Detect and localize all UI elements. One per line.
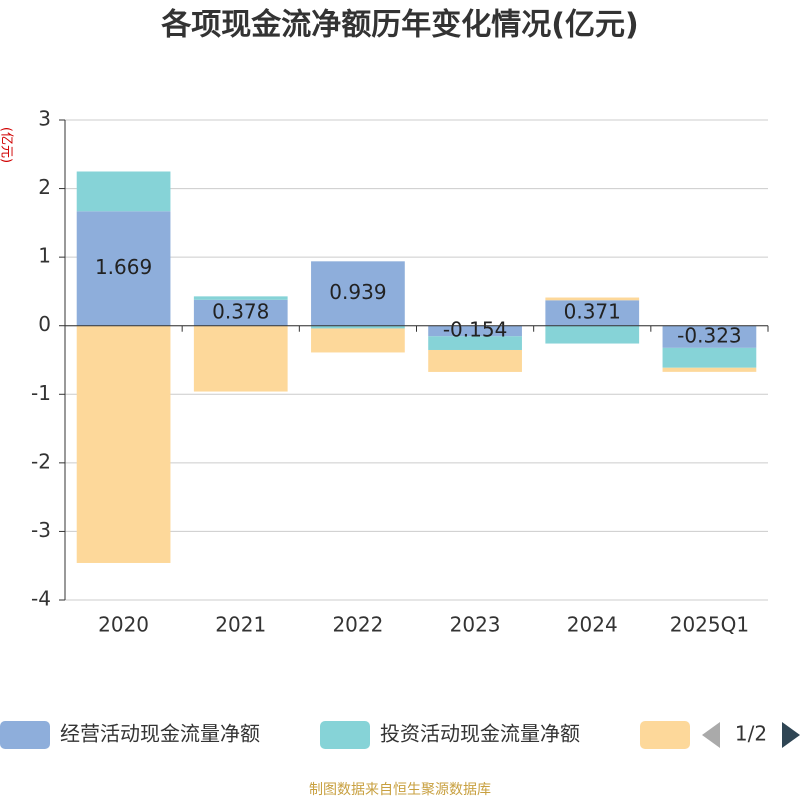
data-label: 0.378 <box>212 299 269 323</box>
chart-title: 各项现金流净额历年变化情况(亿元) <box>160 8 638 43</box>
data-label: 0.371 <box>564 299 621 323</box>
data-label: -0.323 <box>677 323 741 347</box>
legend-swatch <box>320 721 370 749</box>
bar <box>311 325 405 329</box>
y-tick-label: 2 <box>38 175 51 199</box>
x-tick-label: 2020 <box>98 613 149 637</box>
y-tick-label: -1 <box>31 381 51 405</box>
bar <box>545 325 640 344</box>
bar <box>193 296 288 300</box>
data-label: -0.154 <box>443 317 507 341</box>
y-tick-label: 0 <box>38 312 51 336</box>
x-tick-label: 2022 <box>332 613 383 637</box>
bar <box>428 325 522 337</box>
source: 制图数据来自恒生聚源数据库 <box>309 782 491 798</box>
y-axis-label: (亿元) <box>0 127 14 163</box>
legend-swatch <box>640 721 690 749</box>
legend-next <box>782 722 800 748</box>
bar <box>76 211 171 326</box>
legend-label: 经营活动现金流量净额 <box>60 722 260 746</box>
y-tick-label: -3 <box>31 518 51 542</box>
bar <box>76 171 171 212</box>
bar <box>193 325 288 392</box>
y-tick-label: -2 <box>31 449 51 473</box>
bar <box>662 325 757 348</box>
x-tick-label: 2025Q1 <box>670 613 749 637</box>
bar <box>311 261 405 326</box>
y-tick-label: 3 <box>38 107 51 131</box>
bar <box>428 349 522 372</box>
legend-prev <box>702 722 720 748</box>
bar <box>76 325 171 563</box>
bar <box>545 297 640 301</box>
y-tick-label: 1 <box>38 244 51 268</box>
bar <box>193 299 288 326</box>
bar <box>311 328 405 353</box>
x-tick-label: 2021 <box>215 613 266 637</box>
legend-swatch <box>0 721 50 749</box>
bar <box>662 367 757 372</box>
bar <box>662 347 757 368</box>
legend-label: 投资活动现金流量净额 <box>380 722 580 746</box>
data-label: 1.669 <box>95 255 152 279</box>
y-tick-label: -4 <box>31 587 51 611</box>
x-tick-label: 2023 <box>450 613 501 637</box>
x-tick-label: 2024 <box>567 613 618 637</box>
bar <box>428 336 522 350</box>
data-label: 0.939 <box>329 280 386 304</box>
legend-page: 1/2 <box>735 722 767 746</box>
bar <box>545 300 640 326</box>
